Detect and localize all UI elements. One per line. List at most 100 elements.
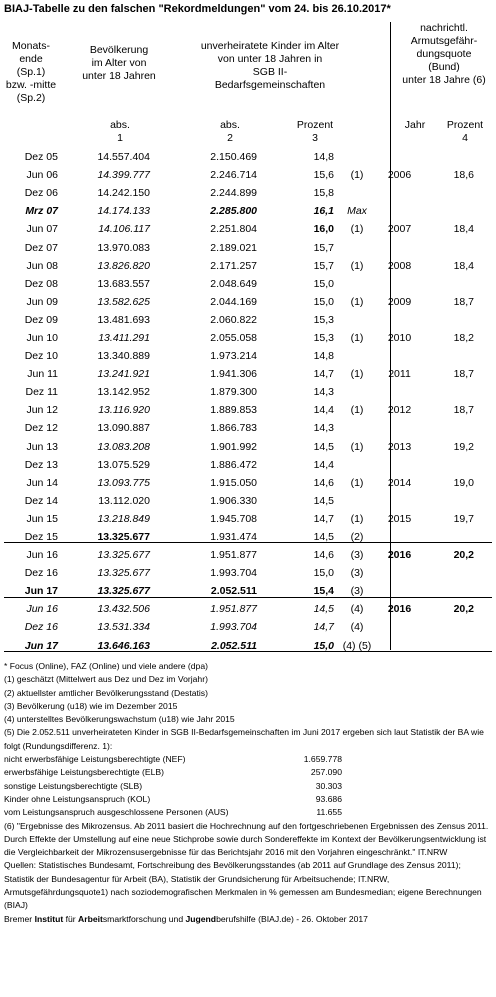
note-cell: Max	[347, 205, 367, 218]
percent-cell: 15,7	[313, 241, 334, 254]
year-cell	[380, 383, 419, 401]
quote-cell	[419, 184, 474, 202]
note-cell	[334, 419, 380, 437]
year-cell: 2010	[387, 331, 412, 344]
header-population: Bevölkerung im Alter von unter 18 Jahren	[82, 44, 156, 82]
quote-cell	[419, 492, 474, 510]
population-cell: 13.325.677	[97, 531, 150, 544]
note-cell: (1)	[350, 476, 364, 489]
quote-cell	[419, 311, 474, 329]
year-cell	[380, 184, 419, 202]
percent-cell: 16,1	[313, 205, 334, 218]
note-cell: (3)	[350, 549, 364, 562]
percent-cell: 15,0	[313, 277, 334, 290]
month-cell: Dez 08	[24, 277, 58, 290]
sub-pct-3: Prozent 3	[296, 119, 334, 144]
note-cell: (1)	[350, 440, 364, 453]
header-poverty-rate: nachrichtl. Armutsgefähr-dungsquote (Bund)…	[402, 22, 486, 86]
breakdown-label: vom Leistungsanspruch ausgeschlossene Pe…	[4, 807, 229, 818]
percent-cell: 15,3	[313, 313, 334, 326]
footer: Bremer Institut für Arbeitsmarktforschun…	[4, 913, 368, 924]
month-cell: Dez 05	[24, 151, 58, 164]
year-cell	[380, 202, 419, 220]
note-cell: (3)	[350, 567, 364, 580]
table-row: Dez 14 13.112.020 1.906.330 14,5	[4, 492, 474, 510]
breakdown-label: sonstige Leistungsberechtigte (SLB)	[4, 780, 143, 791]
percent-cell: 14,5	[313, 603, 334, 616]
note-cell: (3)	[350, 585, 364, 598]
children-cell: 2.285.800	[210, 205, 257, 218]
table-row: Jun 11 13.241.921 1.941.306 14,7 (1) 2011 18,7	[4, 365, 474, 383]
population-cell: 13.683.557	[97, 277, 150, 290]
note-cell: (2)	[350, 531, 364, 544]
breakdown-value: 1.659.778	[303, 754, 342, 765]
header-children: unverheiratete Kinder im Alter von unter …	[200, 40, 340, 91]
percent-cell: 15,7	[313, 259, 334, 272]
month-cell: Jun 10	[26, 331, 58, 344]
quote-cell	[419, 275, 474, 293]
month-cell: Jun 08	[26, 259, 58, 272]
note-cell	[334, 148, 380, 166]
table-row: Jun 12 13.116.920 1.889.853 14,4 (1) 2012 18,7	[4, 401, 474, 419]
population-cell: 13.142.952	[97, 386, 150, 399]
year-cell	[380, 311, 419, 329]
children-cell: 1.889.853	[210, 404, 257, 417]
children-cell: 1.886.472	[210, 458, 257, 471]
percent-cell: 14,7	[313, 621, 334, 634]
month-cell: Dez 15	[24, 531, 58, 544]
percent-cell: 14,6	[313, 476, 334, 489]
breakdown-item: erwerbsfähige Leistungsberechtigte (ELB)…	[4, 766, 492, 779]
month-cell: Dez 14	[24, 494, 58, 507]
quote-cell	[419, 618, 474, 636]
table-row: Dez 09 13.481.693 2.060.822 15,3	[4, 311, 474, 329]
table-row: Jun 17 13.646.163 2.052.511 15,0 (4) (5)	[4, 637, 474, 655]
note-cell	[334, 311, 380, 329]
population-cell: 13.340.889	[97, 350, 150, 363]
children-cell: 1.945.708	[210, 512, 257, 525]
population-cell: 14.106.117	[98, 223, 150, 236]
breakdown-item: vom Leistungsanspruch ausgeschlossene Pe…	[4, 806, 492, 819]
population-cell: 13.090.887	[97, 422, 150, 435]
population-cell: 14.399.777	[97, 169, 150, 182]
percent-cell: 15,8	[313, 187, 334, 200]
divider-line	[4, 651, 492, 652]
breakdown-item: Kinder ohne Leistungsanspruch (KOL) 93.68…	[4, 793, 492, 806]
children-cell: 2.052.511	[210, 585, 257, 598]
note-cell	[334, 456, 380, 474]
month-cell: Jun 16	[26, 603, 58, 616]
population-cell: 13.411.291	[98, 331, 150, 344]
population-cell: 14.242.150	[97, 187, 150, 200]
breakdown-item: sonstige Leistungsberechtigte (SLB) 30.30…	[4, 780, 492, 793]
percent-cell: 15,0	[313, 567, 334, 580]
month-cell: Dez 13	[24, 458, 58, 471]
breakdown-label: nicht erwerbsfähige Leistungsberechtigte…	[4, 754, 186, 765]
quote-cell: 18,6	[453, 169, 474, 182]
quote-cell: 18,7	[453, 368, 474, 381]
table-row: Jun 09 13.582.625 2.044.169 15,0 (1) 2009 18,7	[4, 293, 474, 311]
table-row: Dez 16 13.325.677 1.993.704 15,0 (3)	[4, 564, 474, 582]
note-cell: (4) (5)	[342, 639, 372, 652]
children-cell: 1.906.330	[210, 494, 257, 507]
quote-cell	[419, 383, 474, 401]
note-cell	[334, 347, 380, 365]
children-cell: 1.915.050	[210, 476, 257, 489]
percent-cell: 15,3	[313, 331, 334, 344]
breakdown-label: erwerbsfähige Leistungsberechtigte (ELB)	[4, 767, 165, 778]
population-cell: 13.582.625	[97, 295, 150, 308]
table-row: Mrz 07 14.174.133 2.285.800 16,1 Max	[4, 202, 474, 220]
year-cell	[380, 618, 419, 636]
quote-cell: 18,4	[453, 259, 474, 272]
population-cell: 13.481.693	[97, 313, 150, 326]
children-cell: 2.055.058	[210, 331, 257, 344]
note-cell: (1)	[350, 512, 364, 525]
month-cell: Dez 07	[24, 241, 58, 254]
table-row: Dez 05 14.557.404 2.150.469 14,8	[4, 148, 474, 166]
divider-line	[4, 542, 492, 543]
table-row: Dez 11 13.142.952 1.879.300 14,3	[4, 383, 474, 401]
quote-cell	[419, 202, 474, 220]
population-cell: 13.218.849	[97, 512, 150, 525]
population-cell: 13.075.529	[97, 458, 150, 471]
note-cell: (1)	[350, 295, 364, 308]
year-cell: 2006	[387, 169, 412, 182]
month-cell: Jun 13	[26, 440, 58, 453]
